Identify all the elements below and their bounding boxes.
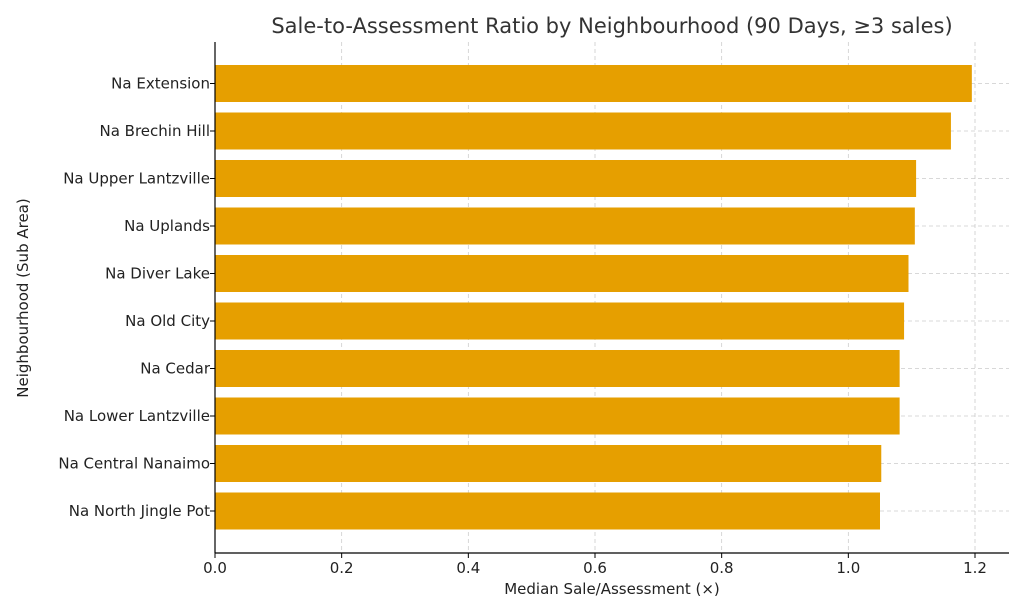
x-tick-label: 0.0	[203, 559, 227, 577]
bars-layer	[215, 65, 972, 530]
x-tick-label: 0.8	[710, 559, 734, 577]
bar	[215, 492, 880, 530]
category-label: Na Lower Lantzville	[64, 407, 210, 425]
category-label: Na Central Nanaimo	[58, 455, 210, 473]
x-tick-label: 0.2	[330, 559, 354, 577]
x-axis-label: Median Sale/Assessment (×)	[504, 580, 720, 598]
bar	[215, 112, 951, 150]
x-tick-label: 0.6	[583, 559, 607, 577]
category-label: Na North Jingle Pot	[69, 502, 210, 520]
bar	[215, 350, 900, 387]
chart-title: Sale-to-Assessment Ratio by Neighbourhoo…	[271, 14, 952, 38]
category-label: Na Uplands	[124, 217, 210, 235]
bar	[215, 302, 905, 340]
axes-layer: Na Extension Na Brechin Hill Na Upper Lant…	[58, 42, 1009, 577]
category-label: Na Extension	[111, 75, 210, 93]
bar	[215, 160, 917, 197]
x-tick-label: 1.2	[963, 559, 987, 577]
category-label: Na Old City	[125, 312, 210, 330]
category-label: Na Upper Lantzville	[63, 170, 210, 188]
x-tick-label: 1.0	[836, 559, 860, 577]
bar	[215, 207, 915, 245]
category-label: Na Cedar	[140, 360, 211, 378]
bar	[215, 255, 909, 292]
x-tick-label: 0.4	[456, 559, 480, 577]
category-label: Na Brechin Hill	[99, 122, 210, 140]
category-label: Na Diver Lake	[105, 265, 210, 283]
bar	[215, 397, 900, 435]
bar	[215, 445, 882, 482]
y-axis-label: Neighbourhood (Sub Area)	[14, 198, 32, 397]
bar	[215, 65, 972, 102]
